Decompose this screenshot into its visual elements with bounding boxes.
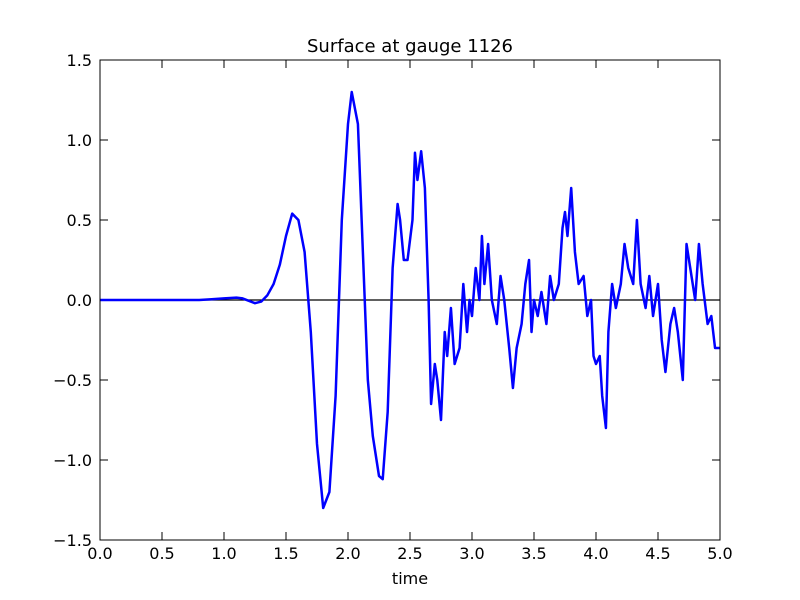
x-tick-label: 3.0 [459, 544, 484, 563]
chart-title: Surface at gauge 1126 [307, 36, 513, 57]
y-tick-label: −1.0 [53, 451, 92, 470]
data-line [100, 90, 720, 510]
y-tick-label: 1.5 [67, 51, 92, 70]
plot-frame [99, 59, 721, 541]
x-axis-label: time [392, 569, 428, 588]
x-tick-label: 3.5 [521, 544, 546, 563]
x-tick-label: 4.5 [645, 544, 670, 563]
y-tick-label: 0.5 [67, 211, 92, 230]
x-tick-label: 0.5 [149, 544, 174, 563]
y-tick-label: −1.5 [53, 531, 92, 550]
x-tick-label: 2.0 [335, 544, 360, 563]
x-tick-label: 4.0 [583, 544, 608, 563]
x-tick-label: 5.0 [707, 544, 732, 563]
y-tick-label: 1.0 [67, 131, 92, 150]
x-tick-label: 1.0 [211, 544, 236, 563]
x-tick-label: 0.0 [87, 544, 112, 563]
y-tick-label: 0.0 [67, 291, 92, 310]
x-tick-label: 1.5 [273, 544, 298, 563]
x-tick-label: 2.5 [397, 544, 422, 563]
y-tick-label: −0.5 [53, 371, 92, 390]
